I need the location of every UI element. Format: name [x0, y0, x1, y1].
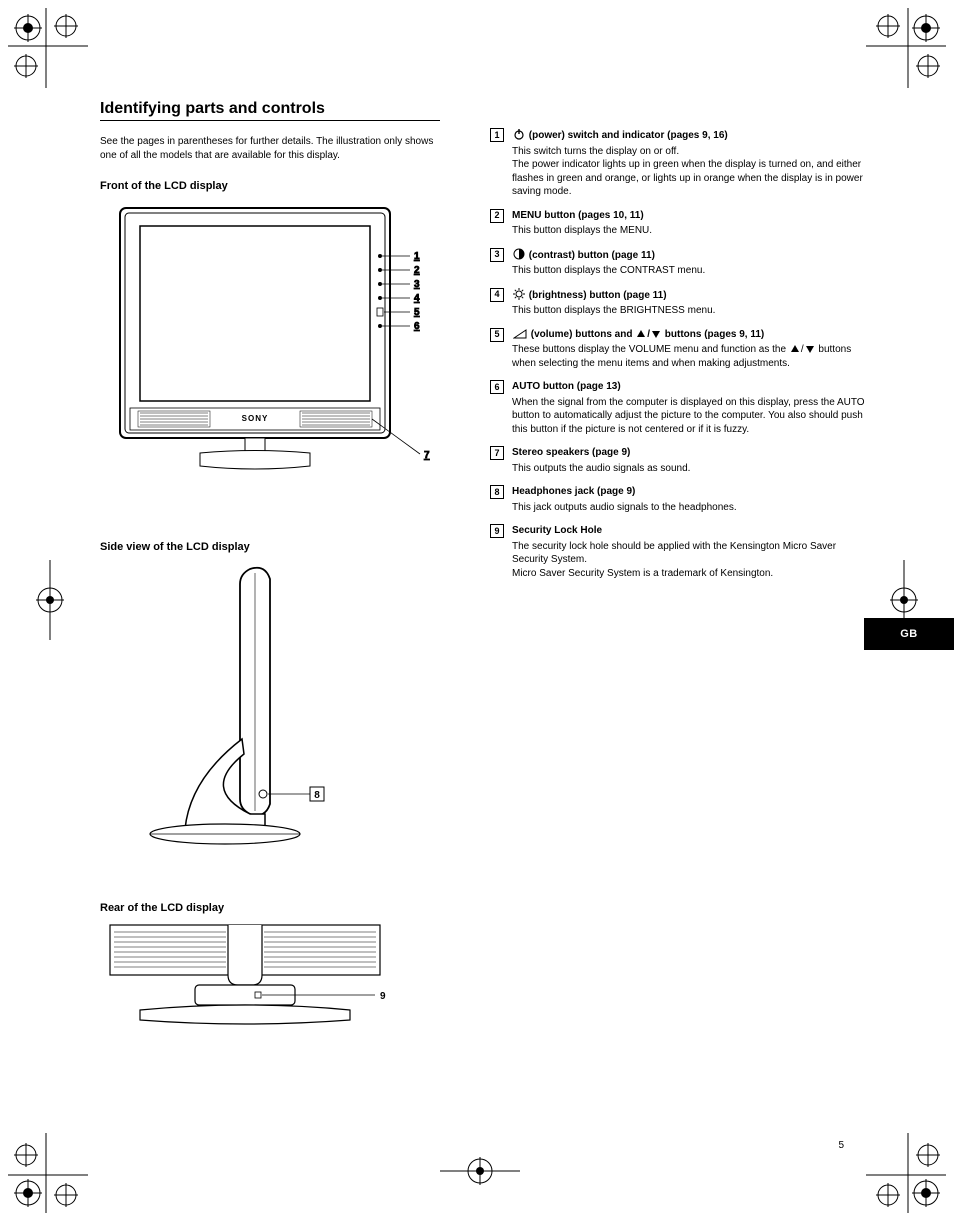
figure-side: Side view of the LCD display 8	[100, 541, 460, 862]
item-5: 5 (volume) buttons and / buttons (pages …	[490, 328, 870, 371]
svg-text:8: 8	[314, 790, 320, 801]
crop-mark-tr	[846, 8, 946, 108]
item-title-7: Stereo speakers (page 9)	[512, 446, 870, 460]
item-num-6: 6	[490, 380, 504, 394]
language-tab: GB	[864, 618, 954, 650]
item-title-4: (brightness) button (page 11)	[512, 288, 870, 303]
svg-text:3: 3	[414, 279, 420, 290]
item-num-3: 3	[490, 248, 504, 262]
item-9: 9 Security Lock Hole The security lock hol…	[490, 524, 870, 580]
page-number: 5	[838, 1140, 844, 1151]
item-desc-6: When the signal from the computer is dis…	[512, 396, 870, 437]
item-title-9: Security Lock Hole	[512, 524, 870, 538]
item-desc-4: This button displays the BRIGHTNESS menu…	[512, 304, 870, 318]
item-body-5: (volume) buttons and / buttons (pages 9,…	[512, 328, 870, 371]
item-desc-2: This button displays the MENU.	[512, 224, 870, 238]
figure-front: Front of the LCD display SONY	[100, 180, 460, 501]
crop-mark-br	[846, 1113, 946, 1213]
item-body-4: (brightness) button (page 11)This button…	[512, 288, 870, 318]
crop-mark-bl	[8, 1113, 108, 1213]
item-desc-1: This switch turns the display on or off.…	[512, 145, 870, 199]
item-desc-8: This jack outputs audio signals to the h…	[512, 501, 870, 515]
item-title-6: AUTO button (page 13)	[512, 380, 870, 394]
figure-rear: Rear of the LCD display 9	[100, 902, 460, 1043]
item-list: 1 (power) switch and indicator (pages 9,…	[490, 128, 870, 590]
figure-rear-label: Rear of the LCD display	[100, 902, 460, 914]
item-4: 4 (brightness) button (page 11)This butt…	[490, 288, 870, 318]
figure-front-label: Front of the LCD display	[100, 180, 460, 192]
heading-rule	[100, 120, 440, 121]
item-body-7: Stereo speakers (page 9) This outputs the…	[512, 446, 870, 475]
item-num-9: 9	[490, 524, 504, 538]
item-body-6: AUTO button (page 13) When the signal fro…	[512, 380, 870, 436]
item-num-1: 1	[490, 128, 504, 142]
svg-text:9: 9	[380, 991, 386, 1002]
item-body-3: (contrast) button (page 11)This button d…	[512, 248, 870, 278]
rear-drawing: 9	[100, 920, 420, 1040]
item-8: 8 Headphones jack (page 9) This jack outpu…	[490, 485, 870, 514]
crop-mark-mb	[440, 1151, 520, 1191]
item-1: 1 (power) switch and indicator (pages 9,…	[490, 128, 870, 199]
intro-text: See the pages in parentheses for further…	[100, 135, 440, 162]
item-7: 7 Stereo speakers (page 9) This outputs th…	[490, 446, 870, 475]
item-desc-9: The security lock hole should be applied…	[512, 540, 870, 581]
page-heading: Identifying parts and controls	[100, 100, 880, 118]
svg-text:2: 2	[414, 265, 420, 276]
item-desc-7: This outputs the audio signals as sound.	[512, 462, 870, 476]
item-title-8: Headphones jack (page 9)	[512, 485, 870, 499]
item-body-1: (power) switch and indicator (pages 9, 1…	[512, 128, 870, 199]
item-body-2: MENU button (pages 10, 11)This button di…	[512, 209, 870, 238]
item-num-4: 4	[490, 288, 504, 302]
item-num-8: 8	[490, 485, 504, 499]
item-6: 6 AUTO button (page 13) When the signal fr…	[490, 380, 870, 436]
item-num-7: 7	[490, 446, 504, 460]
svg-text:1: 1	[414, 251, 420, 262]
svg-text:5: 5	[414, 307, 420, 318]
item-title-1: (power) switch and indicator (pages 9, 1…	[512, 128, 870, 143]
sony-logo: SONY	[242, 414, 269, 423]
svg-text:6: 6	[414, 321, 420, 332]
front-drawing: SONY 1 2 3 4 5 6 7	[100, 198, 440, 498]
item-2: 2 MENU button (pages 10, 11)This button d…	[490, 209, 870, 238]
item-3: 3 (contrast) button (page 11)This button…	[490, 248, 870, 278]
side-drawing: 8	[100, 559, 360, 859]
item-title-3: (contrast) button (page 11)	[512, 248, 870, 263]
item-body-8: Headphones jack (page 9) This jack output…	[512, 485, 870, 514]
item-title-2: MENU button (pages 10, 11)	[512, 209, 870, 223]
item-desc-3: This button displays the CONTRAST menu.	[512, 264, 870, 278]
crop-mark-ml	[30, 560, 70, 640]
item-num-2: 2	[490, 209, 504, 223]
svg-text:7: 7	[424, 450, 430, 461]
figure-side-label: Side view of the LCD display	[100, 541, 460, 553]
item-desc-5: These buttons display the VOLUME menu an…	[512, 343, 870, 370]
svg-text:4: 4	[414, 293, 420, 304]
item-body-9: Security Lock Hole The security lock hole…	[512, 524, 870, 580]
item-title-5: (volume) buttons and / buttons (pages 9,…	[512, 328, 870, 342]
item-num-5: 5	[490, 328, 504, 342]
crop-mark-tl	[8, 8, 108, 108]
